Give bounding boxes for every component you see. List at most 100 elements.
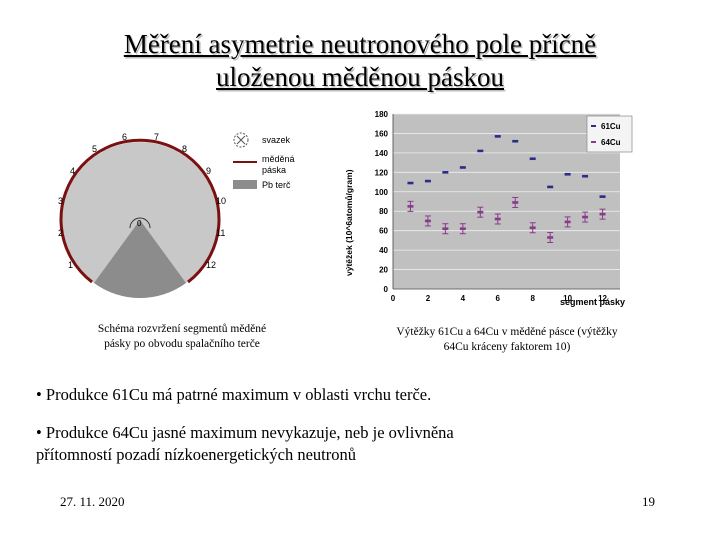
x-tick-label: 4 [461,294,466,303]
marker [512,201,519,204]
plot-caption: Výtěžky 61Cu a 64Cu v měděné pásce (výtě… [372,325,642,355]
marker [407,205,414,208]
y-tick-label: 100 [375,188,389,197]
x-tick-label: 12 [598,294,607,303]
copper-strip-arc [59,138,221,284]
marker [599,195,606,198]
slide-title: Měření asymetrie neutronového pole příčn… [0,28,720,94]
data-point-61cu [407,181,414,185]
y-tick-label: 160 [375,129,389,138]
legend-61cu-label: 61Cu [601,122,621,131]
schema-caption-line-1: Schéma rozvržení segmentů měděné [97,323,267,335]
segment-label-3: 3 [58,196,63,206]
data-point-61cu [459,166,466,169]
segment-label-11: 11 [216,228,225,238]
marker [529,157,536,161]
marker [459,227,466,231]
marker [424,219,431,223]
y-tick-label: 0 [384,285,389,294]
marker [477,149,484,153]
data-point-61cu [529,157,536,161]
x-tick-label: 8 [530,294,535,303]
data-point-64cu [407,200,414,212]
bullet-64cu-line-2: přítomností pozadí nízkoenergetických ne… [36,445,356,464]
segment-schema-figure: 0 1 2 3 4 5 6 7 8 9 10 11 12 svazek mědě… [58,132,295,299]
data-point-61cu [442,171,449,174]
data-point-64cu [529,222,536,234]
segment-label-2: 2 [58,228,63,238]
schema-caption-line-2: pásky po obvodu spalačního terče [104,338,260,350]
y-tick-label: 120 [375,168,389,177]
plot-area [393,114,620,289]
grid-lines [393,113,620,290]
data-point-61cu [547,185,554,189]
x-tick-label: 10 [563,294,572,303]
schema-caption: Schéma rozvržení segmentů měděné pásky p… [62,322,302,352]
center-label: 0 [137,219,142,228]
data-point-64cu [512,196,519,208]
marker [459,166,466,169]
data-point-64cu [459,223,466,235]
data-marks [407,135,606,243]
segment-label-1: 1 [68,260,73,270]
legend-copper-strip-1: měděná [262,154,295,164]
slide-date: 27. 11. 2020 [60,494,125,509]
y-tick-label: 60 [379,227,388,236]
data-point-64cu [477,206,484,218]
chart-legend [586,115,633,153]
marker [424,179,431,183]
segment-label-4: 4 [70,166,75,176]
segment-label-9: 9 [206,166,211,176]
legend-copper-strip-2: páska [262,165,286,175]
beam-cross-icon [236,135,246,145]
marker [564,220,571,224]
segment-label-6: 6 [122,132,127,142]
title-line-1: Měření asymetrie neutronového pole příčn… [123,29,597,59]
data-point-64cu [424,215,431,227]
data-point-61cu [477,149,484,153]
segment-label-8: 8 [182,144,187,154]
plot-caption-line-1: Výtěžky 61Cu a 64Cu v měděné pásce (výtě… [396,326,618,338]
marker [494,217,501,221]
bullet-64cu: • Produkce 64Cu jasné maximum nevykazuje… [36,422,454,466]
title-line-2: uloženou měděnou páskou [216,62,504,92]
marker [494,135,501,138]
axes: 0 20 40 60 80 100 120 140 160 180 0 2 4 6 8 10 12 [375,110,620,303]
data-point-64cu [547,231,554,243]
pb-target-legend-icon [233,180,257,189]
slide-number: 19 [642,494,655,509]
marker [582,174,589,178]
x-tick-label: 6 [496,294,501,303]
bullet-61cu: • Produkce 61Cu má patrné maximum v obla… [36,385,432,404]
legend-bundle: svazek [262,135,291,145]
y-tick-label: 40 [379,246,388,255]
marker [582,215,589,219]
plot-caption-line-2: 64Cu kráceny faktorem 10) [443,341,571,353]
marker [599,212,606,216]
y-axis-title: výtěžek (10^6atomů/gram) [344,169,354,276]
data-point-61cu [512,139,519,143]
data-point-64cu [599,208,606,220]
marker [547,185,554,189]
bullet-64cu-line-1: • Produkce 64Cu jasné maximum nevykazuje… [36,423,454,442]
segment-label-12: 12 [206,260,216,270]
data-point-61cu [599,195,606,198]
beam-center-marker [129,217,151,229]
x-tick-label: 2 [426,294,431,303]
marker [529,226,536,230]
marker [564,172,571,176]
data-point-61cu [564,172,571,176]
x-tick-label: 0 [391,294,396,303]
segment-label-10: 10 [216,196,226,206]
data-point-64cu [442,223,449,235]
yield-chart: 0 20 40 60 80 100 120 140 160 180 0 2 4 6 8 10 12 výtěže… [344,110,633,307]
marker [547,236,554,239]
y-tick-label: 180 [375,110,389,119]
x-axis-title: segment pásky [560,297,625,307]
y-tick-label: 20 [379,266,388,275]
legend-pb-target: Pb terč [262,180,291,190]
marker [442,171,449,174]
beam-legend-icon [233,132,249,148]
segment-label-7: 7 [154,132,159,142]
marker [442,227,449,231]
